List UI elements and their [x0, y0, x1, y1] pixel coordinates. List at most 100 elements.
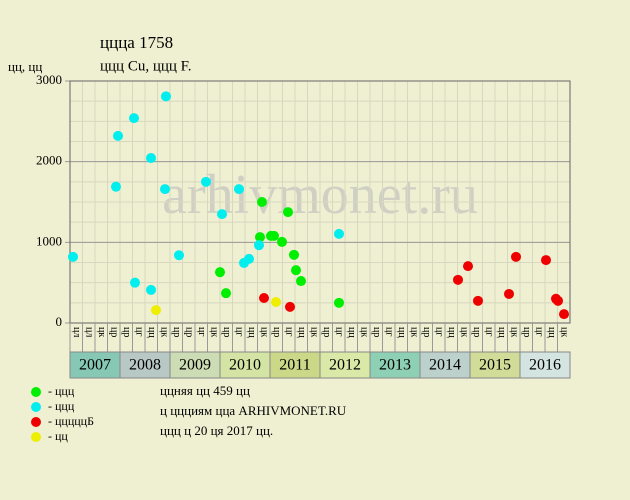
y-tick-label: 1000 [36, 233, 62, 248]
x-tick-label: цр [121, 327, 132, 337]
x-tick-label: цг [283, 327, 294, 336]
point [283, 207, 293, 218]
point [146, 153, 156, 164]
point [334, 297, 344, 308]
legend-label: - цц [48, 429, 68, 443]
legend-label: - ццц [48, 399, 75, 413]
point [234, 184, 244, 195]
x-tick-label: цл [83, 327, 94, 337]
x-tick-label: цг [433, 327, 444, 336]
year-label: 2013 [379, 357, 411, 374]
x-tick-label: цг [533, 327, 544, 336]
chart-title: ццца 1758 [100, 33, 173, 52]
x-tick-label: цк [258, 327, 269, 337]
point [334, 228, 344, 239]
x-tick-label: цц [146, 327, 157, 338]
x-tick-label: цр [171, 327, 182, 337]
point [291, 265, 301, 276]
x-tick-label: цл [71, 327, 82, 337]
year-band [269, 351, 321, 379]
legend-marker [31, 432, 41, 442]
x-tick-label: цр [271, 327, 282, 337]
year-label: 2010 [229, 357, 261, 374]
point [511, 251, 521, 262]
x-tick-label: цр [108, 327, 119, 337]
point [244, 253, 254, 264]
point [257, 197, 267, 207]
year-label: 2015 [479, 357, 511, 374]
footer-line: ццц ц 20 ця 2017 цц. [160, 423, 273, 438]
point [259, 292, 269, 303]
x-tick-label: цк [158, 327, 169, 337]
x-tick-label: цг [133, 327, 144, 336]
x-tick-label: цр [321, 327, 332, 337]
x-tick-label: цк [308, 327, 319, 337]
year-label: 2007 [79, 357, 111, 374]
point [129, 113, 139, 124]
year-label: 2012 [329, 357, 361, 374]
x-tick-label: цк [408, 327, 419, 337]
x-tick-label: цк [96, 327, 107, 337]
x-tick-label: цр [371, 327, 382, 337]
year-band [519, 351, 571, 379]
chart-subtitle: ццц Cu, ццц F. [100, 58, 192, 74]
x-tick-label: цц [246, 327, 257, 338]
x-tick-label: цц [546, 327, 557, 338]
point [151, 305, 161, 316]
x-tick-label: цр [221, 327, 232, 337]
point [277, 236, 287, 247]
x-tick-label: цц [396, 327, 407, 338]
point [453, 274, 463, 285]
legend-label: - ццц [48, 384, 75, 398]
x-tick-label: цг [333, 327, 344, 336]
x-tick-label: цц [446, 327, 457, 338]
point [285, 301, 295, 312]
x-tick-label: цц [496, 327, 507, 338]
x-tick-label: цр [183, 327, 194, 337]
y-tick-label: 0 [56, 314, 63, 329]
point [473, 295, 483, 306]
y-tick-label: 2000 [36, 153, 62, 168]
point [254, 240, 264, 251]
footer-line: ццняя цц 459 цц [160, 383, 250, 398]
point [221, 288, 231, 299]
x-tick-label: цк [458, 327, 469, 337]
x-tick-label: цг [196, 327, 207, 336]
point [68, 251, 78, 262]
x-tick-label: цк [558, 327, 569, 337]
point [269, 230, 279, 241]
x-tick-label: цк [208, 327, 219, 337]
footer-line: ц ццциям цца ARHIVMONET.RU [160, 403, 347, 418]
y-axis-label: цц, цц [8, 59, 42, 74]
point [541, 255, 551, 266]
point [160, 184, 170, 195]
x-tick-label: цг [483, 327, 494, 336]
year-band [169, 351, 221, 379]
year-label: 2016 [529, 357, 561, 374]
point [146, 284, 156, 295]
x-tick-label: цр [421, 327, 432, 337]
point [111, 181, 121, 192]
y-tick-label: 3000 [36, 72, 62, 87]
legend-marker [31, 387, 41, 397]
point [271, 297, 281, 308]
x-tick-label: цц [296, 327, 307, 338]
year-band [69, 351, 121, 379]
year-band [369, 351, 421, 379]
legend-label: - цццццБ [48, 414, 94, 428]
year-label: 2014 [429, 357, 461, 374]
point [113, 130, 123, 141]
year-band [219, 351, 271, 379]
point [174, 250, 184, 261]
x-tick-label: цг [383, 327, 394, 336]
x-tick-label: цк [508, 327, 519, 337]
x-tick-label: цр [471, 327, 482, 337]
x-tick-label: цр [521, 327, 532, 337]
year-label: 2011 [279, 357, 310, 374]
x-tick-label: цк [358, 327, 369, 337]
point [161, 91, 171, 102]
point [289, 249, 299, 260]
x-tick-label: цг [233, 327, 244, 336]
point [215, 267, 225, 278]
